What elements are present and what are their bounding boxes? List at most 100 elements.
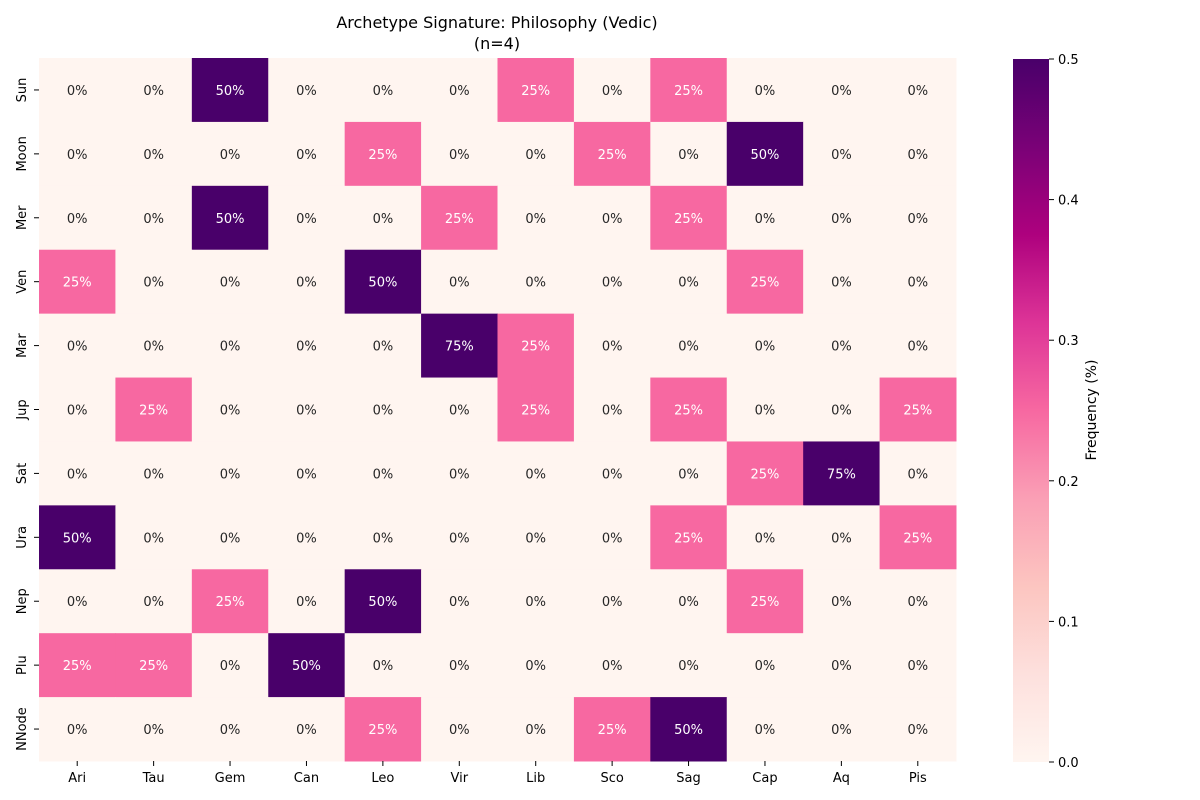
cell-label: 0%	[373, 531, 394, 546]
heatmap-cell-plu-leo	[344, 633, 422, 698]
x-axis: Ari Tau Gem Can Leo Vir Lib Sco Sag Cap Aq Pis	[68, 761, 927, 786]
cell-label: 0%	[143, 276, 164, 291]
heatmap-cell-sun-pis	[879, 58, 957, 123]
heatmap-cell-mar-leo	[344, 313, 422, 379]
colorbar	[1013, 59, 1049, 762]
heatmap-cell-mar-vir	[421, 313, 498, 379]
heatmap-cell-ven-gem	[191, 249, 269, 315]
heatmap-cell-ura-gem	[191, 505, 269, 570]
heatmap-cell-nep-pis	[879, 569, 957, 634]
colorbar-tick-label: 0.0	[1058, 756, 1079, 771]
x-tick-label: Sag	[676, 771, 700, 786]
heatmap-cell-nnode-aq	[803, 697, 881, 762]
cell-label: 0%	[755, 723, 776, 738]
cell-label: 25%	[598, 723, 627, 738]
heatmap-cell-sat-sco	[573, 441, 651, 506]
heatmap-cell-moon-vir	[421, 121, 498, 187]
cell-label: 25%	[139, 404, 168, 419]
heatmap-cell-mar-ari	[39, 313, 116, 379]
cell-label: 50%	[368, 276, 397, 291]
heatmap-cell-nnode-leo	[344, 697, 422, 762]
heatmap-cell-nnode-cap	[726, 697, 804, 762]
heatmap-cell-sun-can	[268, 58, 346, 123]
cell-label: 0%	[67, 340, 88, 355]
cell-label: 0%	[220, 531, 241, 546]
cell-label: 50%	[216, 212, 245, 227]
cell-label: 0%	[143, 723, 164, 738]
cell-label: 0%	[296, 595, 317, 610]
heatmap-cell-nnode-sag	[650, 697, 728, 762]
heatmap-cell-nep-aq	[803, 569, 881, 634]
cell-label: 0%	[449, 723, 470, 738]
cell-label: 0%	[831, 340, 852, 355]
heatmap-cell-ven-cap	[726, 249, 804, 315]
heatmap-cell-sun-aq	[803, 58, 881, 123]
cell-label: 0%	[220, 659, 241, 674]
cell-label: 0%	[296, 276, 317, 291]
cell-label: 0%	[602, 84, 623, 99]
cell-label: 0%	[220, 276, 241, 291]
heatmap-cell-moon-gem	[191, 121, 269, 187]
heatmap-cell-ura-pis	[879, 505, 957, 570]
cell-label: 0%	[755, 212, 776, 227]
heatmap-cell-ura-cap	[726, 505, 804, 570]
cell-label: 0%	[143, 340, 164, 355]
cell-label: 0%	[373, 84, 394, 99]
heatmap-cell-nnode-can	[268, 697, 346, 762]
cell-label: 0%	[143, 595, 164, 610]
heatmap-cell-nnode-tau	[115, 697, 193, 762]
cell-label: 50%	[674, 723, 703, 738]
heatmap-cell-jup-can	[268, 377, 346, 442]
cell-label: 0%	[143, 84, 164, 99]
cell-label: 25%	[445, 212, 474, 227]
cell-label: 0%	[831, 276, 852, 291]
heatmap-cell-moon-tau	[115, 121, 193, 187]
heatmap-cell-nep-gem	[191, 569, 269, 634]
cell-label: 0%	[907, 340, 928, 355]
heatmap-cell-mer-gem	[191, 185, 269, 251]
heatmap-cell-plu-tau	[115, 633, 193, 698]
cell-label: 0%	[602, 467, 623, 482]
cell-label: 0%	[449, 659, 470, 674]
heatmap-cell-sun-cap	[726, 58, 804, 123]
heatmap-cell-moon-aq	[803, 121, 881, 187]
cell-label: 0%	[907, 212, 928, 227]
cell-label: 25%	[751, 276, 780, 291]
cell-label: 0%	[907, 148, 928, 163]
cell-label: 0%	[525, 659, 546, 674]
cell-label: 0%	[678, 659, 699, 674]
cell-label: 0%	[755, 84, 776, 99]
x-tick-label: Lib	[526, 771, 545, 786]
cell-label: 0%	[755, 340, 776, 355]
cell-label: 0%	[67, 404, 88, 419]
heatmap-cell-nep-lib	[497, 569, 575, 634]
cell-label: 0%	[449, 404, 470, 419]
heatmap-cell-mar-sco	[573, 313, 651, 379]
heatmap-cell-jup-sco	[573, 377, 651, 442]
x-tick-label: Tau	[142, 771, 165, 786]
heatmap-cell-sun-lib	[497, 58, 575, 123]
cell-label: 0%	[373, 404, 394, 419]
heatmap-cell-moon-cap	[726, 121, 804, 187]
heatmap-cell-ven-aq	[803, 249, 881, 315]
cell-label: 0%	[373, 467, 394, 482]
heatmap-cell-sun-sag	[650, 58, 728, 123]
heatmap-cell-plu-sag	[650, 633, 728, 698]
cell-label: 0%	[296, 84, 317, 99]
cell-label: 0%	[678, 467, 699, 482]
heatmap-cell-plu-lib	[497, 633, 575, 698]
heatmap-cell-mar-gem	[191, 313, 269, 379]
heatmap-cell-nnode-pis	[879, 697, 957, 762]
heatmap-cell-nnode-sco	[573, 697, 651, 762]
cell-label: 0%	[296, 212, 317, 227]
heatmap-cell-nep-leo	[344, 569, 422, 634]
cell-label: 50%	[368, 595, 397, 610]
heatmap-cell-ura-lib	[497, 505, 575, 570]
cell-label: 0%	[449, 148, 470, 163]
heatmap-cell-ura-sag	[650, 505, 728, 570]
cell-label: 0%	[220, 723, 241, 738]
cell-label: 0%	[143, 148, 164, 163]
heatmap-cell-mer-pis	[879, 185, 957, 251]
heatmap-cell-ven-can	[268, 249, 346, 315]
cell-label: 25%	[368, 148, 397, 163]
